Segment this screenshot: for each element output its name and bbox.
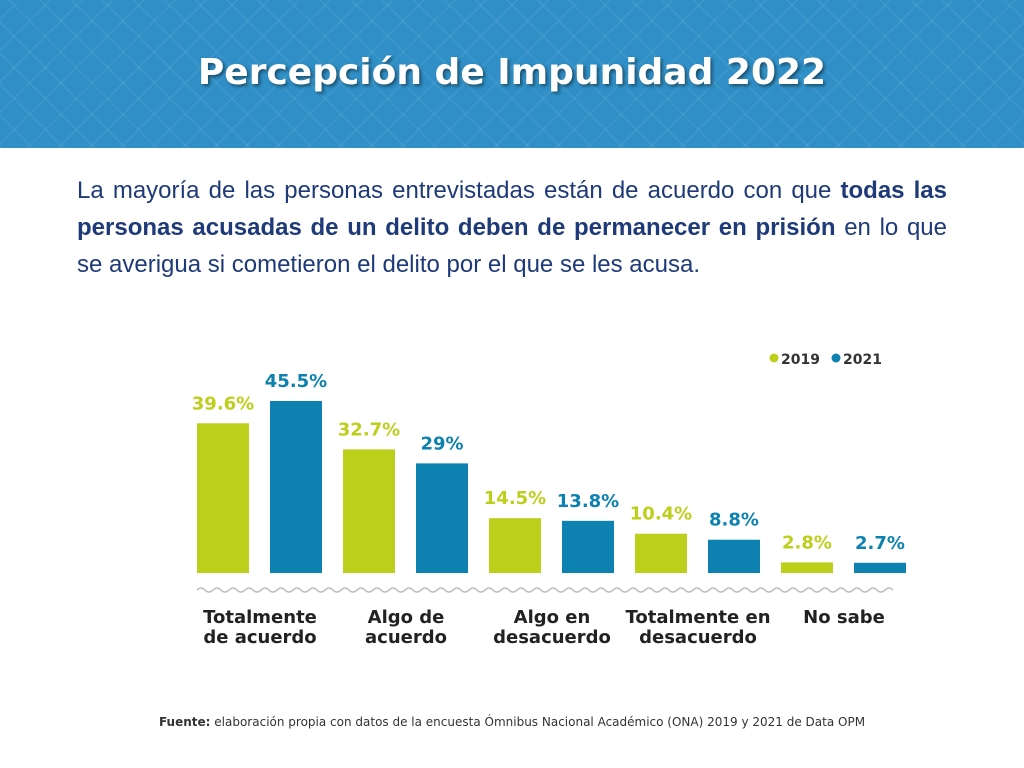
legend-dot — [769, 353, 779, 363]
legend-label: 2021 — [843, 352, 882, 368]
bar — [343, 449, 395, 573]
value-label: 13.8% — [557, 491, 619, 512]
value-label: 14.5% — [484, 488, 546, 509]
category-label: Algo de acuerdo — [365, 607, 447, 648]
bar — [854, 562, 906, 573]
bar — [197, 423, 249, 573]
category-label: No sabe — [803, 607, 885, 628]
bold-text: todas las personas acusadas de un delito… — [77, 177, 947, 241]
bar — [489, 518, 541, 573]
chart: 39.6% 45.5% 32.7% 29% 14.5% 13.8% 10.4% 8.8% 2.8… — [192, 352, 906, 593]
bar — [270, 401, 322, 573]
paragraph: La mayoría de las personas entrevistadas… — [77, 172, 947, 283]
value-label: 29% — [420, 433, 463, 454]
value-label: 2.8% — [782, 532, 832, 553]
text: La mayoría de las personas entrevistadas… — [77, 177, 832, 204]
text: en lo que se averigua si cometieron el d… — [77, 214, 947, 278]
legend-dot — [831, 353, 841, 363]
bar — [562, 520, 614, 573]
category-label: Totalmente de acuerdo — [203, 607, 317, 648]
banner: Percepción de Impunidad 2022 — [0, 0, 1024, 148]
value-label: 10.4% — [630, 504, 692, 525]
value-label: 39.6% — [192, 393, 254, 414]
legend-label: 2019 — [781, 352, 820, 368]
footer-text: elaboración propia con datos de la encue… — [214, 715, 866, 729]
category-label: Totalmente en desacuerdo — [625, 607, 771, 648]
bar — [708, 539, 760, 573]
bar — [635, 533, 687, 573]
value-label: 32.7% — [338, 419, 400, 440]
value-label: 8.8% — [709, 510, 759, 531]
bar — [781, 562, 833, 573]
value-label: 2.7% — [855, 533, 905, 554]
footer-label: Fuente: — [158, 715, 211, 729]
value-label: 45.5% — [265, 371, 327, 392]
bar — [416, 463, 468, 573]
title: Percepción de Impunidad 2022 — [197, 52, 827, 93]
category-label: Algo en desacuerdo — [493, 607, 611, 648]
footer: Fuente: elaboración propia con datos de … — [0, 715, 1024, 729]
baseline-wave — [196, 587, 894, 593]
